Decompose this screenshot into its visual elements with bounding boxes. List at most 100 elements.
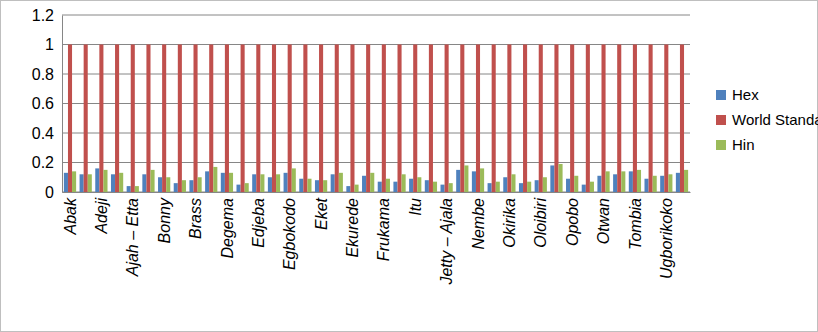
bar xyxy=(449,183,453,192)
bar xyxy=(256,45,260,193)
bar xyxy=(621,171,625,192)
bar xyxy=(88,174,92,192)
bar xyxy=(331,174,335,192)
legend-label: Hex xyxy=(732,86,759,103)
x-tick: Ugborikoko xyxy=(658,192,675,279)
y-tick-label: 0.2 xyxy=(32,154,54,171)
series xyxy=(68,45,684,193)
bar xyxy=(644,179,648,192)
bar xyxy=(554,45,558,193)
legend-swatch xyxy=(716,140,726,150)
bar xyxy=(393,182,397,192)
x-tick: Itu xyxy=(407,192,424,216)
bar xyxy=(613,174,617,192)
y-tick-label: 0.4 xyxy=(32,125,54,142)
bar xyxy=(276,174,280,192)
bar xyxy=(570,45,574,193)
bar xyxy=(660,176,664,192)
bar xyxy=(456,170,460,192)
x-tick-label: Tombia xyxy=(627,198,644,250)
x-tick: Nembe xyxy=(470,192,487,250)
x-axis-line xyxy=(63,192,691,193)
bar xyxy=(511,174,515,192)
legend-swatch xyxy=(716,115,726,125)
legend: HexWorld Standard ValuesHin xyxy=(716,86,818,153)
bar xyxy=(440,185,444,192)
bar xyxy=(182,180,186,192)
bar xyxy=(417,177,421,192)
bar xyxy=(370,173,374,192)
bar xyxy=(319,45,323,193)
bar xyxy=(355,185,359,192)
x-tick-label: Eket xyxy=(313,197,330,230)
bar xyxy=(676,173,680,192)
bar xyxy=(574,176,578,192)
bar xyxy=(166,177,170,192)
legend-item: Hex xyxy=(716,86,759,103)
bar xyxy=(315,180,319,192)
x-tick-label: Okirika xyxy=(501,198,518,248)
y-tick-label: 0 xyxy=(45,184,54,201)
bar xyxy=(268,177,272,192)
chart-border xyxy=(1,1,818,332)
y-tick-label: 0.6 xyxy=(32,95,54,112)
bar xyxy=(601,45,605,193)
bar xyxy=(225,45,229,193)
x-tick-label: Ekurede xyxy=(344,198,361,258)
bar xyxy=(346,186,350,192)
bar xyxy=(582,185,586,192)
bar xyxy=(127,186,131,192)
bar xyxy=(146,45,150,193)
bar xyxy=(350,45,354,193)
y-axis-line xyxy=(62,16,63,193)
bar xyxy=(241,45,245,193)
grid-line xyxy=(62,133,690,134)
bar xyxy=(378,182,382,192)
bar xyxy=(303,45,307,193)
bar xyxy=(323,180,327,192)
x-axis: AbakAdejiAjah – EttaBonnyBrassDegemaEdje… xyxy=(62,192,691,286)
bar xyxy=(586,45,590,193)
bar xyxy=(339,173,343,192)
bar xyxy=(464,165,468,192)
x-tick-label: Brass xyxy=(187,198,204,239)
bar xyxy=(476,45,480,193)
x-tick: Brass xyxy=(187,192,204,239)
bar xyxy=(472,171,476,192)
bar xyxy=(433,182,437,192)
bar xyxy=(178,45,182,193)
bar xyxy=(111,174,115,192)
bar xyxy=(307,179,311,192)
bar xyxy=(425,180,429,192)
bar xyxy=(496,182,500,192)
bar xyxy=(68,45,72,193)
x-tick-label: Otwan xyxy=(595,198,612,244)
x-tick-label: Edjeba xyxy=(250,198,267,248)
bar xyxy=(527,182,531,192)
x-tick: Ekurede xyxy=(344,192,361,258)
bar xyxy=(684,170,688,192)
bar xyxy=(198,177,202,192)
bar xyxy=(189,180,193,192)
x-tick: Egbokodo xyxy=(281,192,298,270)
legend-swatch xyxy=(716,90,726,100)
bar xyxy=(617,45,621,193)
grid-line xyxy=(62,44,690,45)
bar xyxy=(229,173,233,192)
bar xyxy=(366,45,370,193)
legend-item: World Standard Values xyxy=(716,111,818,128)
bar xyxy=(99,45,103,193)
x-tick: Eket xyxy=(313,192,330,230)
bar xyxy=(503,177,507,192)
bar xyxy=(668,174,672,192)
y-tick-label: 1.2 xyxy=(32,7,54,24)
bar xyxy=(288,45,292,193)
bar xyxy=(653,176,657,192)
bar xyxy=(492,45,496,193)
bar xyxy=(649,45,653,193)
x-tick: Opobo xyxy=(564,192,581,246)
x-tick-label: Abak xyxy=(62,197,79,235)
bar xyxy=(566,179,570,192)
bar xyxy=(606,171,610,192)
y-tick-label: 1 xyxy=(45,36,54,53)
